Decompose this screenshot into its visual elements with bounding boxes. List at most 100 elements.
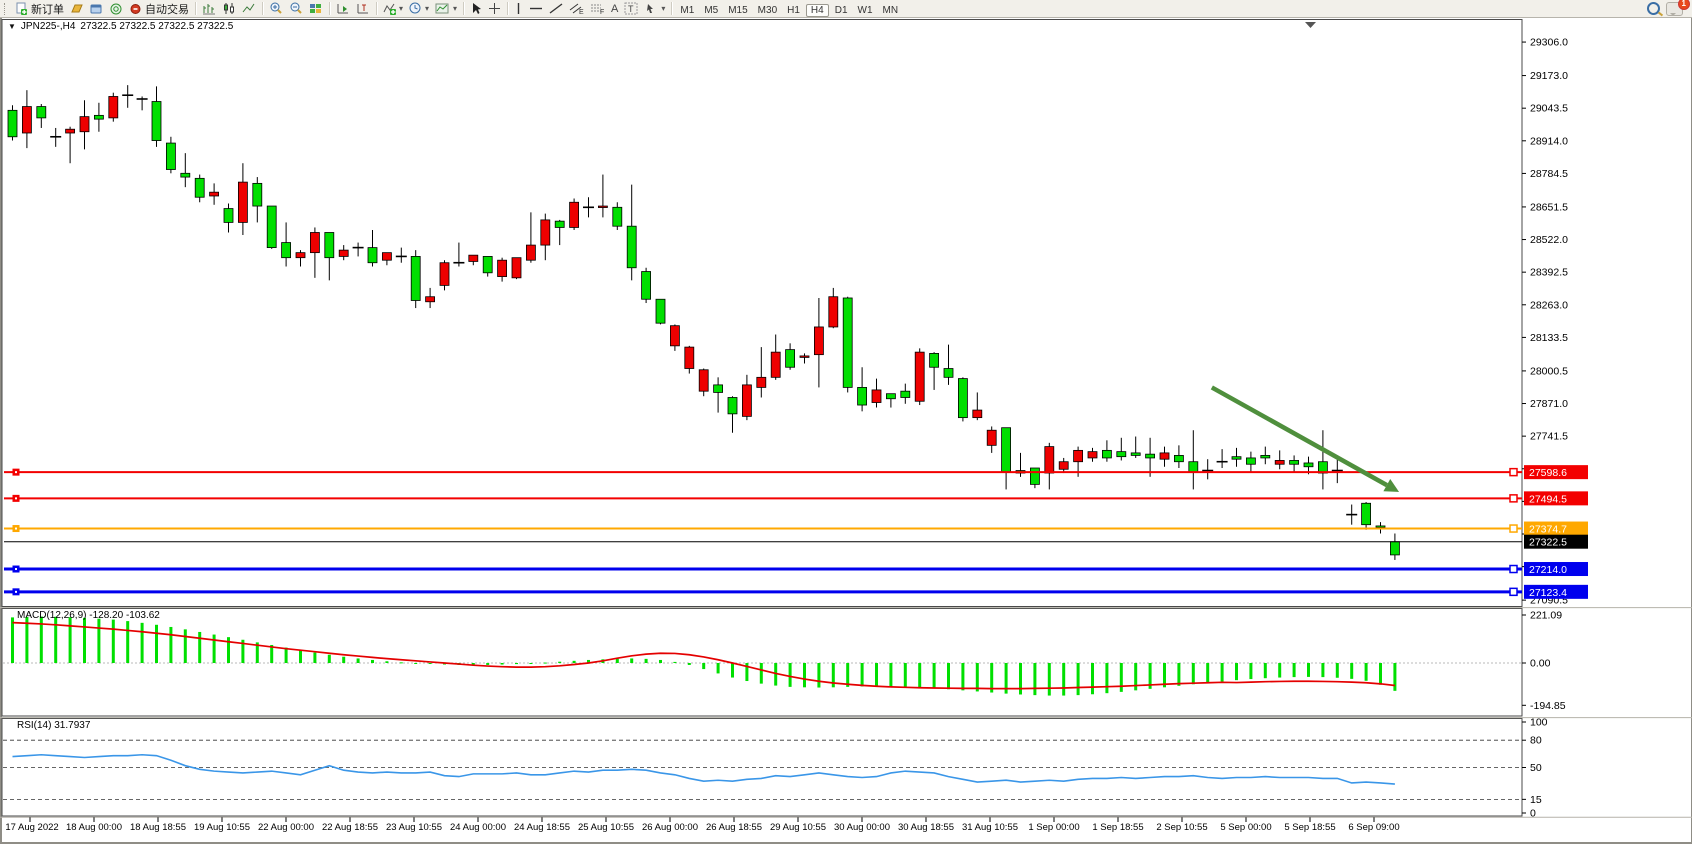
- tile-windows-button[interactable]: [306, 1, 326, 17]
- zoom-out-button[interactable]: [286, 1, 306, 17]
- dropdown-caret: ▾: [661, 4, 666, 13]
- bar-chart-icon: [203, 4, 215, 15]
- svg-text:50: 50: [1530, 762, 1542, 774]
- new-order-label: 新订单: [31, 3, 64, 16]
- tf-button-H4[interactable]: H4: [805, 3, 829, 17]
- autotrading-label: 自动交易: [145, 3, 189, 16]
- tile-windows-icon: [310, 4, 321, 13]
- time-axis[interactable]: 17 Aug 2022 18 Aug 00:00 18 Aug 18:55 19 Au…: [0, 819, 1692, 839]
- svg-text:-194.85: -194.85: [1530, 700, 1566, 712]
- tf-button-M30[interactable]: M30: [757, 4, 778, 16]
- time-axis-label: 18 Aug 18:55: [130, 822, 186, 833]
- toolbar-separator: [507, 2, 509, 15]
- bar-chart-button[interactable]: [199, 1, 219, 17]
- search-button[interactable]: [1647, 2, 1660, 15]
- svg-text:0: 0: [1530, 808, 1536, 820]
- chart-title: ▼ JPN225-,H4 27322.5 27322.5 27322.5 273…: [8, 21, 233, 32]
- chart-shift-icon: [357, 4, 368, 14]
- indicators-icon: [383, 3, 396, 15]
- chart-shift-button[interactable]: [353, 1, 373, 17]
- current-price-line: 27322.5: [4, 534, 1588, 549]
- tf-button-H1[interactable]: H1: [787, 4, 800, 16]
- line-chart-button[interactable]: [239, 1, 259, 17]
- tf-button-M5[interactable]: M5: [704, 4, 719, 16]
- profiles-button[interactable]: [67, 1, 87, 17]
- time-axis-label: 23 Aug 10:55: [386, 822, 442, 833]
- crosshair-tool-button[interactable]: [485, 1, 504, 17]
- svg-text:F: F: [600, 9, 604, 15]
- chat-button[interactable]: 1: [1666, 0, 1690, 16]
- periods-button[interactable]: ▾: [406, 1, 432, 17]
- chart-shift-marker[interactable]: [1305, 22, 1316, 28]
- horizontal-lines[interactable]: 27598.6 27494.5 27374.7 27214.0 27123.4: [4, 465, 1588, 599]
- svg-text:T: T: [628, 4, 634, 14]
- indicators-button[interactable]: ▾: [380, 1, 406, 17]
- time-axis-label: 5 Sep 00:00: [1220, 822, 1272, 833]
- time-axis-label: 24 Aug 00:00: [450, 822, 506, 833]
- zoom-in-icon: [270, 2, 282, 14]
- trend-arrow[interactable]: [1210, 385, 1400, 492]
- rsi-indicator-label: RSI(14) 31.7937: [17, 720, 91, 731]
- arrows-tool-button[interactable]: ▾: [642, 1, 668, 17]
- tf-button-D1[interactable]: D1: [834, 4, 848, 16]
- trendline-tool-button[interactable]: [546, 1, 566, 17]
- templates-button[interactable]: ▾: [432, 1, 460, 17]
- hline-tool-button[interactable]: [526, 1, 546, 17]
- macd-histogram: [11, 616, 1397, 696]
- macd-indicator-label: MACD(12,26,9) -128.20 -103.62: [17, 610, 160, 621]
- vertical-line-icon: [517, 3, 520, 14]
- search-icon: [1647, 2, 1660, 15]
- autoscroll-button[interactable]: [333, 1, 353, 17]
- tf-button-M1[interactable]: M1: [680, 4, 695, 16]
- toolbar-separator: [463, 2, 465, 15]
- svg-text:27494.5: 27494.5: [1529, 493, 1567, 505]
- timeframe-toolbar: M1 M5 M15 M30 H1 H4 D1 W1 MN: [675, 0, 903, 18]
- candlestick-button[interactable]: [219, 1, 239, 17]
- svg-text:29173.0: 29173.0: [1530, 70, 1568, 82]
- terminal-button[interactable]: [87, 1, 107, 17]
- template-icon: [435, 3, 449, 14]
- new-order-icon: [16, 2, 27, 15]
- svg-text:29043.5: 29043.5: [1530, 103, 1568, 115]
- time-axis-label: 22 Aug 18:55: [322, 822, 378, 833]
- cursor-icon: [473, 3, 482, 14]
- main-toolbar: 新订单 自动交易 ▾ ▾: [0, 0, 1692, 18]
- time-axis-label: 29 Aug 10:55: [770, 822, 826, 833]
- vline-tool-button[interactable]: [511, 1, 526, 17]
- svg-text:28651.5: 28651.5: [1530, 201, 1568, 213]
- text-label-icon: T: [624, 2, 638, 15]
- toolbar-grip[interactable]: [4, 2, 9, 15]
- new-order-button[interactable]: 新订单: [12, 1, 67, 17]
- svg-text:28000.5: 28000.5: [1530, 365, 1568, 377]
- fibonacci-tool-button[interactable]: F: [587, 1, 608, 17]
- arrow-objects-icon: [647, 4, 654, 13]
- svg-text:29306.0: 29306.0: [1530, 37, 1568, 49]
- tf-button-W1[interactable]: W1: [857, 4, 873, 16]
- tf-button-M15[interactable]: M15: [728, 4, 748, 16]
- cursor-tool-button[interactable]: [467, 1, 485, 17]
- autotrading-button[interactable]: 自动交易: [126, 1, 192, 17]
- time-axis-label: 24 Aug 18:55: [514, 822, 570, 833]
- svg-text:27871.0: 27871.0: [1530, 398, 1568, 410]
- tf-button-MN[interactable]: MN: [882, 4, 899, 16]
- profiles-icon: [71, 4, 83, 12]
- dropdown-caret: ▾: [425, 4, 430, 13]
- chart-symbol-period: JPN225-,H4: [20, 21, 76, 32]
- price-axis[interactable]: 29306.0 29173.0 29043.5 28914.0 28784.5 28651…: [1522, 37, 1568, 820]
- svg-text:E: E: [579, 9, 584, 15]
- text-tool-button[interactable]: A: [608, 1, 621, 17]
- toolbar-separator: [376, 2, 377, 15]
- one-click-trading-toggle[interactable]: ▼: [8, 21, 16, 31]
- svg-text:27123.4: 27123.4: [1529, 587, 1567, 599]
- time-axis-label: 2 Sep 10:55: [1156, 822, 1208, 833]
- navigator-button[interactable]: [107, 1, 126, 17]
- zoom-in-button[interactable]: [266, 1, 286, 17]
- label-tool-button[interactable]: T: [621, 1, 642, 17]
- rsi-indicator: [3, 739, 1522, 800]
- channel-tool-button[interactable]: E: [566, 1, 587, 17]
- svg-text:27322.5: 27322.5: [1529, 537, 1567, 549]
- time-axis-label: 1 Sep 00:00: [1028, 822, 1080, 833]
- time-axis-label: 18 Aug 00:00: [66, 822, 122, 833]
- terminal-icon: [90, 4, 102, 13]
